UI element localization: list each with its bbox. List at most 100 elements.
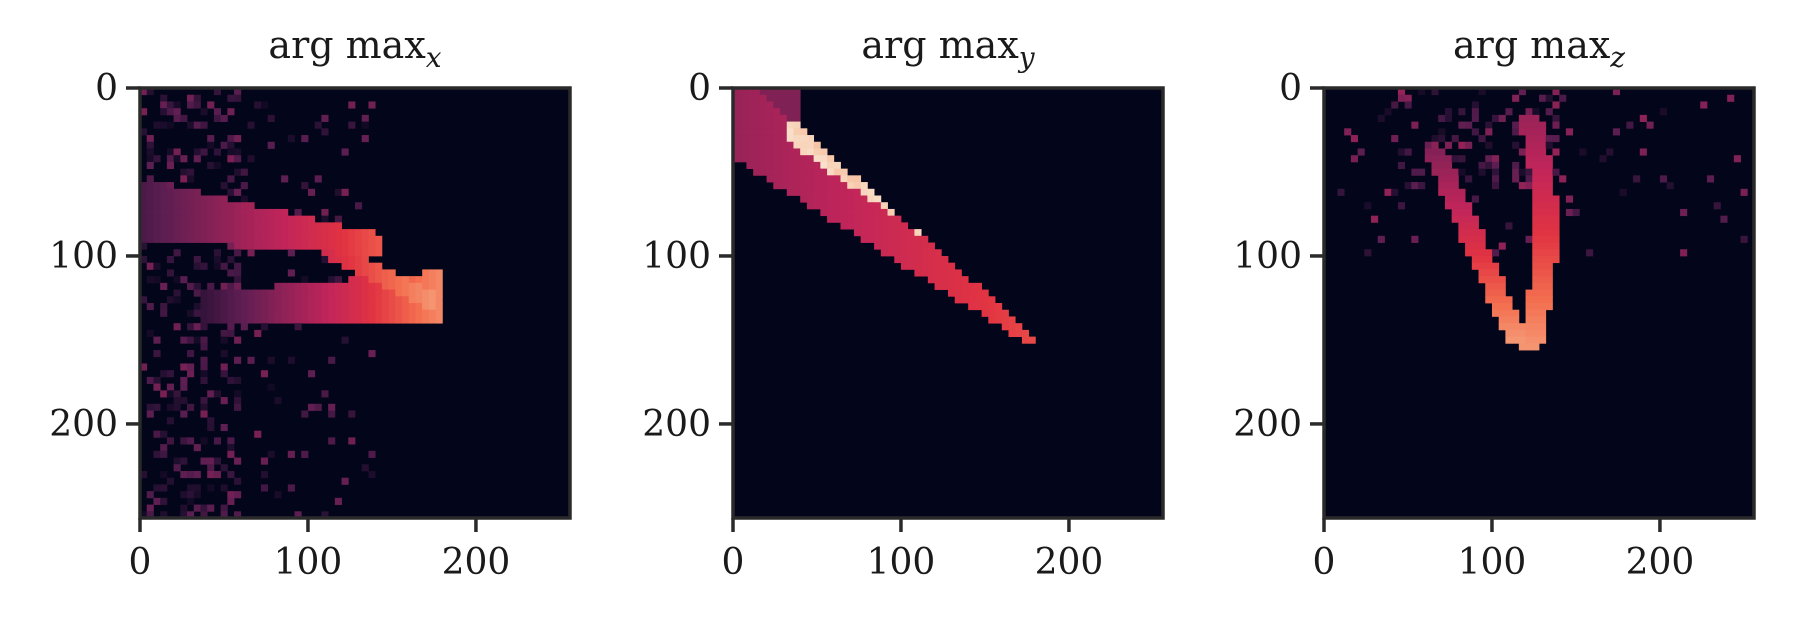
- heatmap-cell: [334, 282, 342, 290]
- heatmap-cell: [780, 175, 788, 183]
- heatmap-cell: [1491, 114, 1500, 122]
- heatmap-cell: [806, 182, 815, 190]
- heatmap-cell: [974, 296, 982, 304]
- heatmap-cell: [1377, 235, 1385, 243]
- heatmap-cell: [780, 182, 788, 190]
- heatmap-cell: [348, 289, 356, 297]
- heatmap-cell: [1545, 242, 1553, 250]
- heatmap-cell: [1532, 148, 1540, 156]
- heatmap-cell: [766, 161, 774, 170]
- heatmap-cell: [334, 242, 342, 250]
- heatmap-cell: [173, 229, 181, 237]
- heatmap-cell: [146, 161, 154, 170]
- heatmap-cell: [428, 276, 437, 284]
- heatmap-cell: [220, 208, 228, 217]
- heatmap-cell: [739, 114, 747, 122]
- heatmap-cell: [160, 303, 168, 311]
- heatmap-cell: [1418, 88, 1426, 96]
- heatmap-cell: [287, 450, 295, 458]
- heatmap-cell: [341, 289, 349, 297]
- heatmap-cell: [422, 296, 430, 304]
- heatmap-cell: [833, 168, 841, 176]
- y-tick-label: 100: [642, 236, 711, 277]
- heatmap-cell: [247, 235, 255, 243]
- heatmap-cell: [321, 309, 329, 317]
- heatmap-cell: [173, 215, 181, 223]
- heatmap-cell: [220, 215, 228, 223]
- heatmap-cell: [894, 215, 902, 223]
- heatmap-cell: [355, 255, 363, 264]
- heatmap-cell: [247, 215, 255, 223]
- heatmap-cell: [193, 148, 201, 156]
- heatmap-cell: [1498, 303, 1506, 311]
- heatmap-cell: [773, 175, 781, 183]
- heatmap-cell: [287, 249, 295, 257]
- heatmap-cell: [1498, 289, 1506, 297]
- heatmap-cell: [234, 148, 242, 156]
- heatmap-cell: [166, 108, 174, 116]
- heatmap-cell: [180, 457, 188, 465]
- heatmap-cell: [207, 135, 215, 143]
- heatmap-cell: [260, 215, 269, 223]
- heatmap-cell: [200, 511, 208, 519]
- heatmap-cell: [187, 222, 195, 230]
- heatmap-cell: [213, 114, 222, 122]
- heatmap-cell: [995, 316, 1003, 324]
- heatmap-cell: [314, 175, 322, 183]
- heatmap-cell: [301, 296, 309, 304]
- heatmap-cell: [301, 289, 309, 297]
- heatmap-cell: [294, 316, 302, 324]
- heatmap-cell: [281, 208, 289, 217]
- heatmap-cell: [428, 309, 437, 317]
- heatmap-cell: [1411, 182, 1419, 190]
- heatmap-cell: [1680, 249, 1688, 257]
- heatmap-cell: [200, 303, 208, 311]
- heatmap-cell: [428, 316, 437, 324]
- heatmap-cell: [361, 262, 369, 270]
- heatmap-cell: [267, 222, 275, 230]
- heatmap-cell: [321, 229, 329, 237]
- heatmap-cell: [853, 188, 862, 196]
- heatmap-cell: [402, 296, 410, 304]
- heatmap-cell: [348, 303, 356, 311]
- heatmap-cell: [213, 255, 222, 264]
- heatmap-cell: [1431, 155, 1439, 163]
- heatmap-cell: [193, 303, 201, 311]
- heatmap-cell: [234, 94, 242, 102]
- heatmap-cell: [328, 242, 336, 250]
- heatmap-cell: [301, 316, 309, 324]
- heatmap-cell: [435, 296, 443, 304]
- heatmap-cell: [1505, 222, 1513, 230]
- heatmap-cell: [193, 444, 201, 452]
- heatmap-cell: [180, 276, 188, 284]
- heatmap-cell: [328, 403, 336, 411]
- heatmap-cell: [321, 316, 329, 324]
- heatmap-cell: [954, 269, 962, 277]
- heatmap-cell: [1505, 329, 1513, 337]
- heatmap-cell: [213, 208, 222, 217]
- heatmap-cell: [254, 208, 262, 217]
- heatmap-cell: [853, 229, 862, 237]
- heatmap-cell: [1545, 108, 1553, 116]
- heatmap-cell: [1552, 242, 1560, 250]
- heatmap-cell: [254, 329, 262, 337]
- heatmap-cell: [180, 202, 188, 210]
- heatmap-cell: [880, 229, 888, 237]
- heatmap-cell: [1659, 175, 1668, 183]
- heatmap-cell: [773, 108, 781, 116]
- heatmap-cell: [1451, 208, 1459, 217]
- heatmap-cell: [786, 141, 794, 149]
- heatmap-cell: [1539, 215, 1547, 223]
- y-tick-label: 0: [688, 68, 711, 109]
- heatmap-cell: [1397, 94, 1406, 102]
- heatmap-cell: [746, 114, 754, 122]
- heatmap-cell: [1424, 155, 1432, 163]
- heatmap-cell: [894, 249, 902, 257]
- heatmap-cell: [187, 208, 195, 217]
- heatmap-cell: [995, 303, 1003, 311]
- heatmap-cell: [907, 242, 915, 250]
- heatmap-cell: [314, 316, 322, 324]
- heatmap-cell: [1545, 195, 1553, 203]
- heatmap-cell: [187, 309, 195, 317]
- heatmap-cell: [207, 390, 215, 398]
